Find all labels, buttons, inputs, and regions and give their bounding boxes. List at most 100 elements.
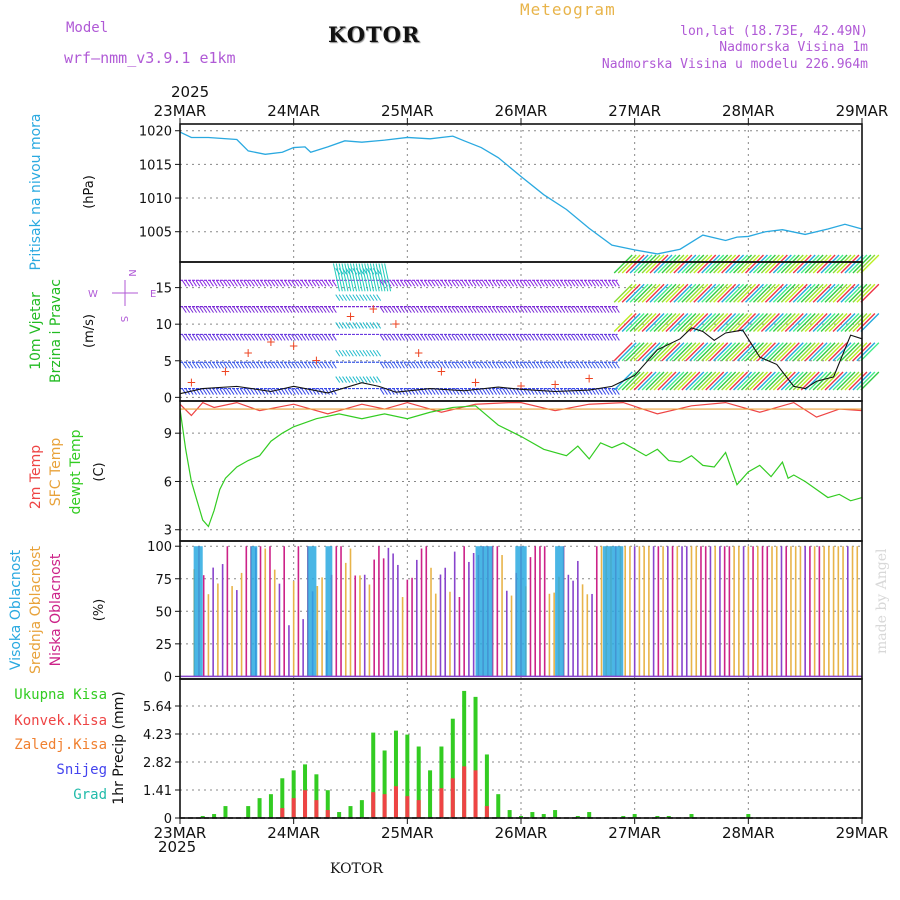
wind-barb (661, 342, 681, 362)
wind-barb (669, 342, 689, 362)
wind-barb (836, 342, 856, 362)
y-tick-label: 1020 (139, 125, 172, 140)
wind-barb (570, 388, 576, 395)
wind-barb (808, 313, 828, 332)
wind-barb (277, 334, 283, 341)
y-tick-label: 50 (155, 605, 172, 620)
wind-barb (546, 306, 552, 313)
wind-barb (226, 334, 232, 341)
wind-barb (362, 322, 368, 329)
wind-barb (844, 313, 864, 332)
wind-barb (800, 254, 820, 274)
wind-barb (721, 342, 741, 362)
wind-barb (820, 283, 840, 303)
wind-barb (352, 349, 358, 357)
precip-legend-1: Konvek.Kisa (14, 713, 107, 729)
precip-bar (359, 800, 364, 818)
wind-barb (812, 283, 832, 303)
wind-barb (836, 371, 856, 391)
wind-barb (437, 361, 443, 369)
wind-barb (816, 283, 836, 303)
wind-barb (824, 283, 844, 303)
wind-barb (372, 349, 378, 357)
wind-barb (212, 334, 218, 341)
wind-barb (308, 306, 313, 313)
wind-barb (752, 254, 772, 274)
wind-barb (768, 254, 788, 274)
temp-ylabel3: dewpt Temp (68, 429, 84, 514)
wind-barb (844, 342, 864, 362)
wind-barb (400, 306, 405, 313)
y-tick-label: 9 (164, 427, 172, 442)
wind-barb (633, 283, 653, 303)
wind-barb (649, 313, 669, 332)
wind-barb (629, 371, 649, 391)
wind-barb (352, 263, 360, 292)
wind-barb (403, 280, 409, 287)
wind-barb (294, 334, 300, 341)
wind-barb (608, 388, 613, 395)
wind-barb (563, 334, 569, 341)
wind-gust-marker: + (584, 372, 594, 386)
wind-barb (417, 334, 422, 341)
high-cloud-block (250, 546, 258, 677)
wind-barb (485, 334, 491, 341)
precip-bar (462, 766, 467, 818)
precip-bar (621, 816, 626, 818)
wind-barb (359, 376, 365, 383)
wind-barb (641, 342, 661, 362)
wind-barb (848, 254, 868, 274)
wind-barb (379, 361, 385, 369)
wind-barb (848, 371, 868, 391)
high-cloud-block (515, 546, 527, 677)
wind-barb (423, 306, 429, 313)
precip-bar (314, 774, 319, 818)
wind-barb (844, 283, 864, 303)
wind-barb (529, 361, 535, 369)
page-title: KOTOR (328, 22, 421, 47)
wind-barb (270, 334, 276, 341)
wind-barb (772, 254, 792, 274)
date-label-top: 23MAR (154, 102, 207, 120)
wind-barb (492, 280, 497, 287)
wind-barb (820, 313, 840, 332)
wind-barb (577, 361, 583, 369)
precip-bar (405, 796, 410, 818)
wind-barb (301, 306, 307, 313)
wind-barb (856, 283, 876, 303)
wind-barb (553, 280, 559, 287)
wind-barb (709, 283, 729, 303)
wind-barb (509, 361, 515, 369)
compass-e: E (150, 289, 156, 300)
wind-barb (509, 306, 515, 313)
wind-barb (386, 306, 392, 313)
wind-barb (824, 371, 844, 391)
altitude-label: Nadmorska Visina 1m (719, 40, 868, 55)
wind-barb (673, 313, 693, 332)
wind-barb (488, 388, 494, 395)
wind-barb (587, 280, 593, 287)
wind-barb (233, 306, 238, 313)
wind-barb (396, 334, 402, 341)
wind-barb (784, 254, 804, 274)
wind-barb (828, 313, 848, 332)
wind-barb (737, 283, 757, 303)
wind-barb (365, 376, 371, 383)
wind-barb (804, 254, 824, 274)
wind-barb (376, 349, 382, 357)
wind-barb (681, 283, 701, 303)
wind-barb (287, 306, 293, 313)
wind-barb (495, 334, 501, 341)
wind-barb (498, 306, 504, 313)
wind-barb (629, 313, 649, 332)
wind-barb (308, 334, 313, 341)
wind-barb (304, 334, 310, 341)
wind-barb (192, 306, 197, 313)
wind-barb (481, 280, 487, 287)
wind-barb (471, 306, 477, 313)
wind-barb (529, 280, 535, 287)
wind-barb (764, 313, 784, 332)
wind-gust-marker: + (436, 364, 446, 378)
wind-barb (570, 280, 576, 287)
wind-barb (800, 283, 820, 303)
